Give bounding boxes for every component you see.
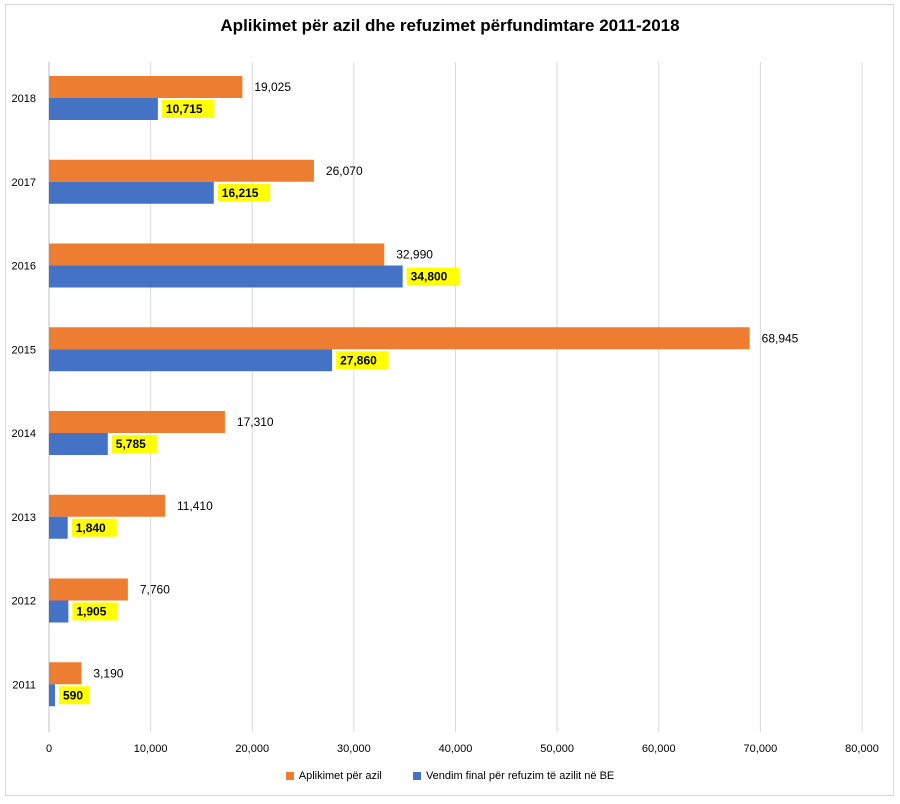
legend-label-refusals: Vendim final për refuzim të azilit në BE (425, 770, 615, 782)
data-label-refusals: 1,905 (76, 605, 106, 619)
bar-applications (49, 662, 82, 685)
data-label-refusals: 34,800 (411, 270, 448, 284)
bar-refusals (49, 265, 403, 288)
x-tick-label: 0 (46, 743, 52, 755)
bar-refusals (49, 516, 68, 539)
bar-applications (49, 494, 165, 517)
bar-applications (49, 327, 750, 350)
data-label-highlight (336, 351, 389, 370)
data-label-applications: 19,025 (254, 80, 291, 94)
data-label-highlight (161, 100, 215, 118)
data-label-applications: 3,190 (93, 666, 123, 680)
data-label-highlight (111, 435, 157, 453)
bar-refusals (49, 98, 158, 120)
bar-refusals (49, 181, 214, 204)
chart-legend: Aplikimet për azil Vendim final për refu… (0, 770, 900, 782)
y-tick-label: 2017 (12, 177, 36, 189)
data-label-applications: 68,945 (762, 331, 799, 345)
data-label-applications: 32,990 (396, 248, 433, 262)
chart-title: Aplikimet për azil dhe refuzimet përfund… (220, 16, 680, 35)
y-tick-label: 2011 (12, 679, 36, 691)
y-tick-label: 2013 (12, 512, 36, 524)
x-tick-label: 30,000 (337, 743, 371, 755)
data-label-refusals: 10,715 (166, 102, 203, 116)
legend-item-refusals: Vendim final për refuzim të azilit në BE (412, 770, 615, 782)
y-tick-label: 2012 (12, 596, 36, 608)
data-label-refusals: 1,840 (76, 521, 106, 535)
legend-item-applications: Aplikimet për azil (285, 770, 382, 782)
legend-label-applications: Aplikimet për azil (298, 770, 382, 782)
bar-applications (49, 411, 225, 433)
data-label-refusals: 5,785 (116, 437, 146, 451)
x-tick-label: 50,000 (540, 743, 574, 755)
x-tick-label: 40,000 (439, 743, 473, 755)
data-label-refusals: 16,215 (222, 186, 259, 200)
bar-refusals (49, 349, 333, 372)
x-tick-label: 70,000 (744, 743, 778, 755)
chart-frame (5, 4, 894, 796)
x-tick-label: 60,000 (642, 743, 676, 755)
y-tick-label: 2016 (12, 261, 36, 273)
bar-applications (49, 578, 128, 601)
data-label-refusals: 27,860 (340, 353, 377, 367)
bar-refusals (49, 433, 108, 455)
data-label-highlight (58, 686, 90, 705)
x-tick-label: 20,000 (235, 743, 269, 755)
x-tick-label: 80,000 (845, 743, 879, 755)
data-label-refusals: 590 (63, 688, 83, 702)
bar-applications (49, 159, 314, 182)
data-label-highlight (71, 518, 117, 537)
data-label-applications: 17,310 (237, 415, 274, 429)
y-tick-label: 2018 (12, 93, 36, 105)
bar-applications (49, 76, 243, 98)
data-label-applications: 11,410 (177, 499, 213, 513)
data-label-highlight (217, 183, 271, 202)
x-tick-label: 10,000 (134, 743, 168, 755)
legend-swatch-applications (285, 772, 294, 780)
data-label-applications: 7,760 (140, 583, 170, 597)
bar-refusals (49, 600, 69, 623)
y-tick-label: 2014 (12, 428, 36, 440)
y-tick-label: 2015 (12, 344, 36, 356)
data-label-highlight (406, 267, 460, 286)
data-label-highlight (72, 602, 118, 621)
bar-applications (49, 243, 385, 266)
bar-refusals (49, 684, 55, 707)
legend-swatch-refusals (412, 772, 421, 780)
data-label-applications: 26,070 (326, 164, 363, 178)
